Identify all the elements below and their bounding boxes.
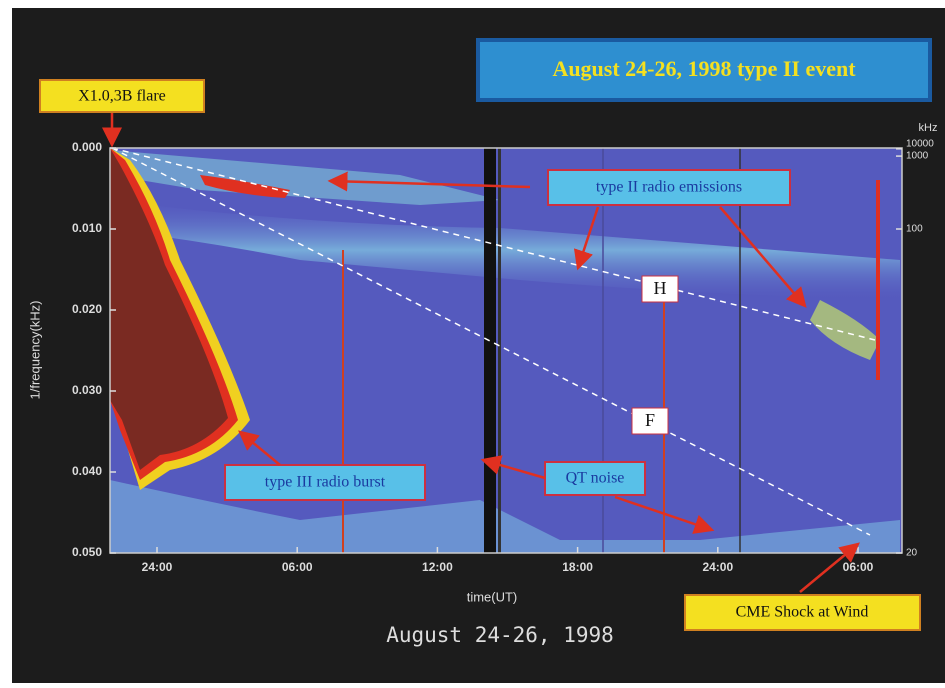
x-tick-label: 06:00 [843, 560, 874, 574]
x-axis-label: time(UT) [467, 589, 518, 604]
x-tick-label: 24:00 [702, 560, 733, 574]
annotation: QT noise [566, 470, 625, 487]
title-box: August 24-26, 1998 type II event [478, 40, 930, 100]
x-tick-label: 12:00 [422, 560, 453, 574]
x-tick-label: 24:00 [142, 560, 173, 574]
y-tick-label: 0.030 [72, 383, 102, 397]
x-tick-label: 06:00 [282, 560, 313, 574]
annotation: F [645, 410, 655, 430]
annotation: H [654, 278, 667, 298]
y2-axis-label: kHz [919, 122, 938, 134]
y2-tick-label: 100 [906, 224, 923, 235]
figure: 0.000 0.010 0.020 0.030 0.040 0.050 10000 1000 1… [0, 0, 945, 683]
y-tick-label: 0.000 [72, 140, 102, 154]
caption: August 24-26, 1998 [386, 623, 614, 647]
y-tick-label: 0.020 [72, 302, 102, 316]
y2-tick-label: 20 [906, 548, 918, 559]
y2-tick-label: 10000 [906, 138, 934, 149]
y-axis-label: 1/frequency(kHz) [27, 301, 42, 400]
annotation: CME Shock at Wind [736, 604, 869, 621]
annotation: type II radio emissions [596, 179, 742, 196]
y2-tick-label: 1000 [906, 151, 929, 162]
y-tick-label: 0.040 [72, 464, 102, 478]
y-tick-label: 0.050 [72, 545, 102, 559]
y-tick-label: 0.010 [72, 221, 102, 235]
annotation: X1.0,3B flare [78, 88, 166, 105]
chart-title: August 24-26, 1998 type II event [552, 56, 856, 81]
x-tick-label: 18:00 [562, 560, 593, 574]
annotation: type III radio burst [265, 474, 386, 491]
